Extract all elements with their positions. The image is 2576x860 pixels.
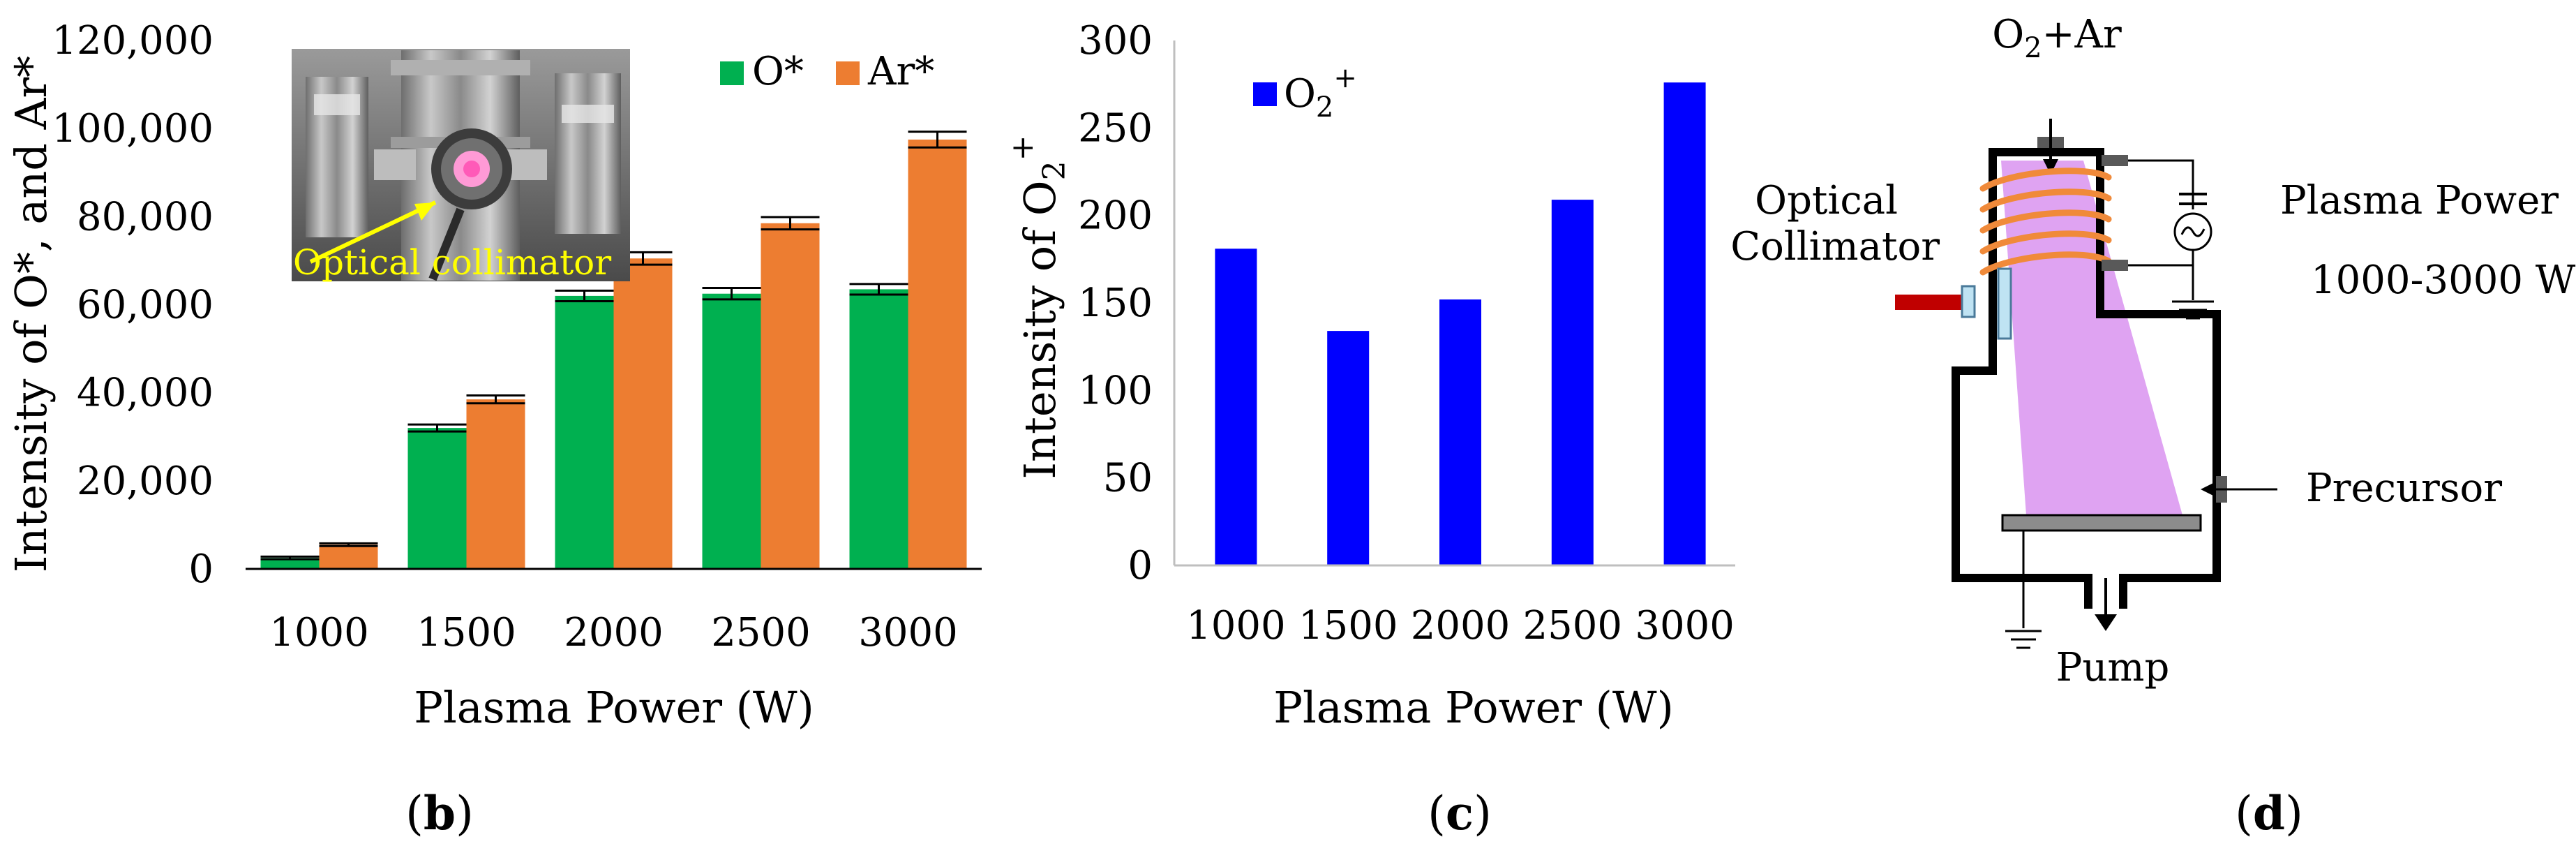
y-tick-label: 100,000 xyxy=(52,106,214,151)
panel-b-chart: 020,00040,00060,00080,000100,000120,000 … xyxy=(6,18,982,840)
chamber-photo-icon: Optical collimator xyxy=(292,49,630,283)
plasma-power-range: 1000-3000 W xyxy=(2311,258,2576,303)
x-tick-label: 1000 xyxy=(1186,603,1286,648)
y-tick-label: 0 xyxy=(1128,543,1153,588)
rf-electrode-bottom xyxy=(2102,260,2128,271)
y-tick-label: 20,000 xyxy=(77,459,214,504)
bar-O-1500 xyxy=(407,428,467,569)
coil-turn xyxy=(1979,230,2112,255)
x-tick-label: 2500 xyxy=(1523,603,1623,648)
y-tick-label: 200 xyxy=(1078,193,1153,239)
rf-coil xyxy=(1979,168,2112,276)
panel-c-x-axis-title: Plasma Power (W) xyxy=(1273,682,1674,733)
panel-b-error-bars xyxy=(260,131,967,561)
panel-c-y-ticks: 0 50 100 150 200 250 300 xyxy=(1078,18,1153,588)
x-tick-label: 1500 xyxy=(417,610,516,655)
panel-b-y-ticks: 0 20,000 40,000 60,000 80,000 100,000 120,000 xyxy=(52,18,214,592)
panel-c-legend: O2+ xyxy=(1253,62,1357,124)
x-tick-label: 2000 xyxy=(564,610,664,655)
coil-turn xyxy=(1979,188,2112,213)
rf-electrode-top xyxy=(2102,155,2128,166)
collimator-rod xyxy=(1895,295,1962,310)
precursor-label: Precursor xyxy=(2306,466,2502,511)
ground-icon xyxy=(2172,300,2214,320)
collimator-label-2: Collimator xyxy=(1730,224,1940,269)
plasma-glow xyxy=(2001,161,2182,515)
y-tick-label: 250 xyxy=(1078,105,1153,151)
legend-swatch-ar xyxy=(836,61,860,85)
bar-o2-ion-2000 xyxy=(1439,299,1481,565)
panel-b-bars xyxy=(260,139,967,569)
panel-c-x-ticks: 1000 1500 2000 2500 3000 xyxy=(1186,603,1735,648)
inset-caption: Optical collimator xyxy=(293,242,611,283)
x-tick-label: 2000 xyxy=(1411,603,1511,648)
bar-o2-ion-1000 xyxy=(1215,249,1257,565)
bar-Ar-3000 xyxy=(908,139,967,569)
y-tick-label: 80,000 xyxy=(77,194,214,239)
x-tick-label: 1500 xyxy=(1298,603,1398,648)
legend-label-ar: Ar* xyxy=(867,49,934,94)
y-tick-label: 100 xyxy=(1078,368,1153,413)
panel-d-label: (d) xyxy=(2235,786,2303,840)
ground-icon xyxy=(2005,630,2042,649)
coil-turn xyxy=(1979,209,2112,234)
bar-Ar-2000 xyxy=(613,258,673,569)
y-tick-label: 120,000 xyxy=(52,18,214,64)
y-tick-label: 0 xyxy=(188,547,214,592)
bar-o2-ion-2500 xyxy=(1551,200,1594,565)
legend-label-o-atomic: O* xyxy=(752,49,804,94)
panel-b-legend: O* Ar* xyxy=(720,49,934,94)
collimator-head xyxy=(1997,267,2012,340)
x-tick-label: 2500 xyxy=(711,610,811,655)
y-tick-label: 50 xyxy=(1103,456,1153,501)
panel-b-x-ticks: 1000 1500 2000 2500 3000 xyxy=(269,610,958,655)
y-tick-label: 150 xyxy=(1078,281,1153,326)
panel-d-schematic: O2+Ar Plasma Power 1000-3000 W Optical C… xyxy=(1730,12,2576,840)
bar-Ar-1000 xyxy=(319,544,378,569)
panel-c-label: (c) xyxy=(1428,786,1492,840)
panel-c-bars xyxy=(1215,82,1706,565)
x-tick-label: 3000 xyxy=(1635,603,1735,648)
y-tick-label: 60,000 xyxy=(77,283,214,328)
x-tick-label: 3000 xyxy=(858,610,958,655)
substrate-holder xyxy=(2001,514,2202,532)
panel-b-x-axis-title: Plasma Power (W) xyxy=(414,682,814,733)
x-tick-label: 1000 xyxy=(269,610,369,655)
coil-turn xyxy=(1979,168,2112,192)
plasma-power-label: Plasma Power xyxy=(2280,178,2559,223)
panel-b-label: (b) xyxy=(405,786,474,840)
pump-label: Pump xyxy=(2056,645,2170,690)
bar-O-2500 xyxy=(702,293,761,569)
panel-c-y-axis-title: Intensity of O2+ xyxy=(1005,135,1072,480)
legend-swatch-o-atomic xyxy=(720,61,744,85)
legend-label-o2-ion: O2+ xyxy=(1284,62,1357,124)
y-tick-label: 300 xyxy=(1078,18,1153,64)
bar-O-1000 xyxy=(260,558,320,569)
gas-inlet-label: O2+Ar xyxy=(1992,12,2122,64)
bar-Ar-2500 xyxy=(761,223,820,569)
bar-O-3000 xyxy=(849,289,908,569)
collimator-flange xyxy=(1961,285,1976,318)
bar-Ar-1500 xyxy=(466,399,525,569)
bar-o2-ion-3000 xyxy=(1663,82,1706,565)
rf-wire-top xyxy=(2128,159,2194,209)
bar-O-2000 xyxy=(555,295,614,569)
coil-turn xyxy=(1979,251,2112,276)
y-tick-label: 40,000 xyxy=(77,371,214,416)
legend-swatch-o2-ion xyxy=(1253,82,1277,106)
collimator-label-1: Optical xyxy=(1755,178,1898,223)
panel-b-y-axis-title: Intensity of O*, and Ar* xyxy=(6,56,57,572)
bar-o2-ion-1500 xyxy=(1327,331,1370,565)
